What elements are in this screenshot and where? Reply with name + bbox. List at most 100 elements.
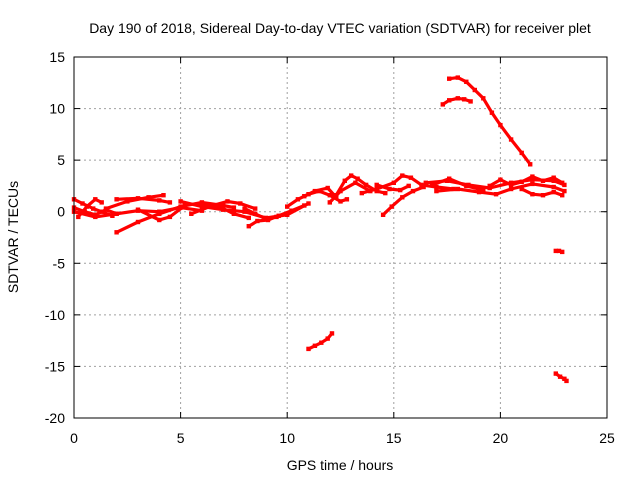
grid [74, 57, 607, 418]
data-point [274, 214, 279, 220]
data-point [455, 96, 460, 101]
data-point [255, 218, 260, 224]
data-point [135, 196, 141, 201]
data-point [408, 175, 414, 180]
data-point [302, 194, 307, 199]
x-tick-label: 5 [177, 430, 185, 446]
data-point [82, 209, 87, 214]
data-point [391, 180, 396, 185]
data-point [553, 371, 558, 376]
data-point [135, 219, 141, 225]
data-point [312, 188, 318, 194]
data-point [564, 378, 569, 384]
data-point [146, 195, 151, 200]
data-point [319, 340, 324, 345]
data-point [353, 180, 358, 185]
data-point [302, 203, 307, 208]
data-point [157, 211, 162, 216]
data-point [312, 343, 318, 348]
series-track-17 [328, 181, 372, 204]
data-point [498, 122, 503, 128]
data-point [421, 184, 426, 190]
data-series [71, 75, 569, 384]
data-point [553, 248, 558, 254]
data-point [242, 206, 247, 211]
data-point [423, 180, 428, 185]
data-point [114, 197, 119, 202]
data-point [556, 248, 562, 254]
data-point [99, 200, 104, 205]
y-tick-label: 10 [49, 101, 65, 117]
data-point [325, 185, 330, 191]
data-point [508, 186, 514, 192]
data-point [447, 98, 452, 103]
data-point [489, 110, 495, 115]
y-tick-label: 15 [49, 49, 65, 65]
data-point [263, 216, 269, 222]
data-point [519, 179, 524, 184]
chart-title: Day 190 of 2018, Sidereal Day-to-day VTE… [89, 20, 591, 36]
x-tick-label: 25 [599, 430, 615, 446]
x-axis-label: GPS time / hours [287, 457, 394, 473]
data-point [342, 178, 347, 183]
data-point [231, 211, 237, 216]
series-track-3 [76, 197, 104, 219]
series-track-15 [302, 186, 338, 199]
data-point [447, 76, 452, 81]
data-point [406, 183, 411, 189]
data-point [135, 207, 141, 212]
data-point [530, 174, 535, 179]
series-track-13 [243, 207, 279, 221]
data-point [551, 189, 556, 195]
data-point [400, 195, 405, 200]
data-point [93, 197, 98, 202]
y-tick-label: 0 [57, 204, 65, 220]
data-point [231, 205, 237, 210]
data-point [363, 182, 369, 188]
data-point [540, 193, 546, 198]
x-tick-label: 15 [386, 430, 402, 446]
data-point [560, 180, 565, 185]
data-point [560, 249, 565, 255]
data-point [462, 97, 467, 102]
data-point [80, 201, 85, 206]
data-point [493, 192, 499, 197]
data-point [383, 190, 388, 196]
data-point [387, 186, 392, 192]
data-point [476, 189, 482, 195]
data-point [530, 192, 535, 197]
data-point [93, 214, 98, 220]
data-point [199, 202, 205, 207]
series-track-26 [447, 75, 532, 166]
y-tick-label: 5 [57, 152, 65, 168]
data-point [246, 215, 251, 221]
data-point [528, 162, 533, 167]
data-point [487, 183, 492, 189]
data-point [380, 212, 386, 217]
series-track-11 [200, 202, 251, 220]
data-point [338, 188, 343, 194]
x-tick-label: 20 [493, 430, 509, 446]
series-track-6 [114, 196, 172, 204]
data-point [530, 177, 535, 182]
data-point [225, 199, 230, 204]
data-point [508, 182, 514, 188]
y-tick-label: -5 [53, 255, 66, 271]
data-point [76, 214, 81, 220]
data-point [530, 181, 535, 187]
data-point [355, 176, 360, 181]
data-point [178, 204, 183, 209]
data-point [359, 190, 364, 196]
data-point [221, 203, 226, 208]
data-point [242, 209, 247, 214]
data-point [551, 184, 556, 190]
data-point [455, 75, 460, 80]
data-point [221, 206, 226, 211]
data-point [161, 193, 166, 198]
data-point [349, 173, 354, 178]
data-point [338, 199, 343, 204]
data-point [464, 79, 469, 84]
data-point [84, 204, 89, 209]
data-point [189, 211, 194, 216]
data-point [325, 336, 330, 341]
